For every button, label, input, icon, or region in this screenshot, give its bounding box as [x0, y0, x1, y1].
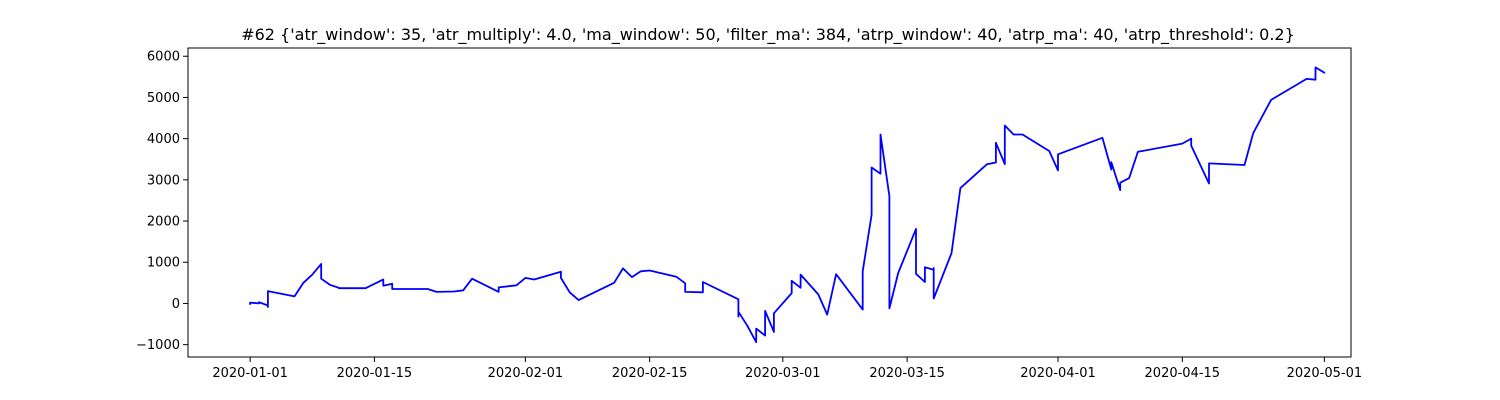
y-tick-label: −1000 [136, 338, 180, 353]
x-tick-label: 2020-02-01 [488, 366, 564, 381]
chart-title: #62 {'atr_window': 35, 'atr_multiply': 4… [241, 25, 1295, 45]
x-tick-label: 2020-05-01 [1287, 366, 1363, 381]
x-tick-label: 2020-02-15 [612, 366, 688, 381]
plot-area [249, 66, 1326, 344]
y-tick-label: 3000 [147, 173, 180, 188]
y-tick-label: 0 [172, 297, 180, 312]
y-tick-label: 6000 [147, 50, 180, 65]
y-axis: −1000 0 1000 2000 3000 4000 5000 6000 [136, 50, 188, 353]
x-tick-label: 2020-03-01 [745, 366, 821, 381]
x-tick-label: 2020-04-01 [1020, 366, 1096, 381]
x-tick-label: 2020-03-15 [869, 366, 945, 381]
x-tick-label: 2020-01-15 [337, 366, 413, 381]
x-tick-label: 2020-04-15 [1145, 366, 1221, 381]
y-tick-label: 5000 [147, 91, 180, 106]
series-line [249, 66, 1326, 344]
plot-frame [187, 47, 1352, 358]
x-axis: 2020-01-01 2020-01-15 2020-02-01 2020-02-15… [212, 357, 1362, 381]
y-tick-label: 2000 [147, 215, 180, 230]
x-tick-label: 2020-01-01 [212, 366, 288, 381]
y-tick-label: 1000 [147, 256, 180, 271]
y-tick-label: 4000 [147, 132, 180, 147]
